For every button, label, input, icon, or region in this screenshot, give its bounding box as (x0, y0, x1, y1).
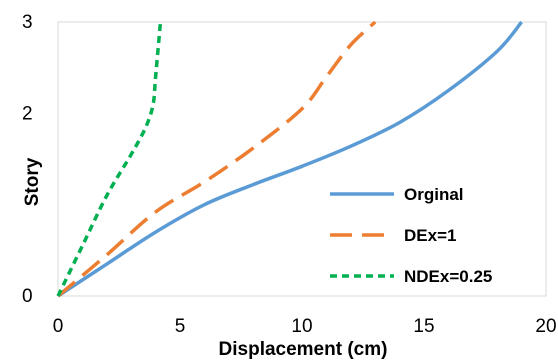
y-axis-title: Story (22, 157, 43, 206)
series-line-2 (56, 20, 377, 298)
x-tick-label: 5 (175, 316, 186, 337)
x-tick-label: 20 (535, 316, 556, 337)
legend-label-3: NDEx=0.25 (404, 267, 492, 286)
y-tick-label: 2 (22, 103, 33, 124)
legend-label-1: Orginal (404, 185, 464, 204)
legend: Orginal DEx=1 NDEx=0.25 (330, 185, 492, 286)
series-line-1 (57, 20, 523, 298)
legend-label-2: DEx=1 (404, 226, 456, 245)
x-axis-title: Displacement (cm) (219, 339, 388, 360)
x-tick-label: 10 (291, 316, 312, 337)
y-tick-label: 3 (22, 12, 33, 33)
x-tick-label: 15 (413, 316, 434, 337)
series-line-3 (56, 21, 163, 297)
y-tick-label: 0 (22, 286, 33, 307)
x-tick-label: 0 (53, 316, 64, 337)
plot-area (57, 21, 547, 297)
